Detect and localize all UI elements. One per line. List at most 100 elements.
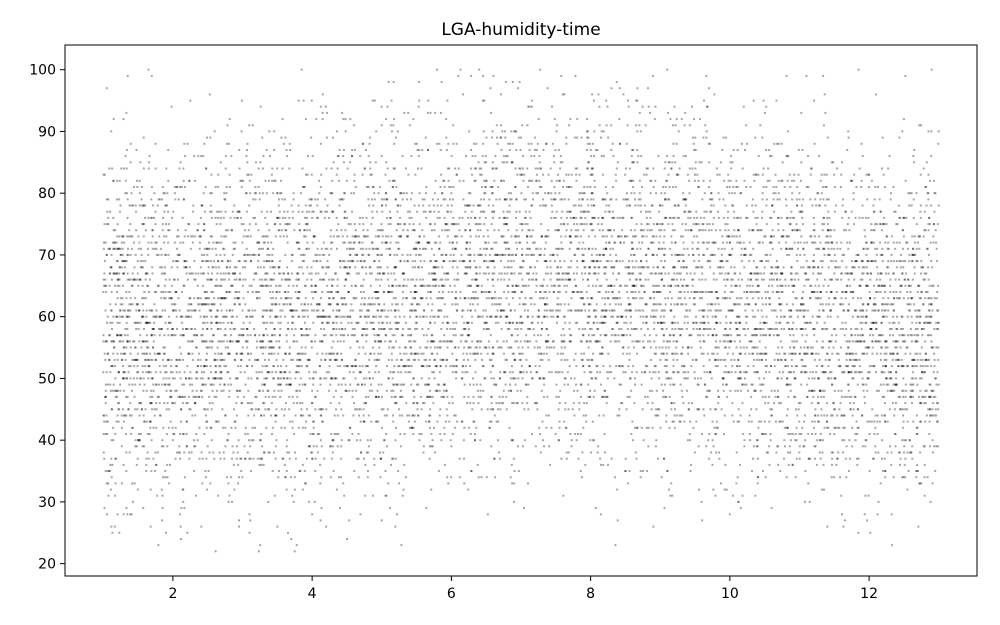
data-point <box>341 328 344 330</box>
data-point <box>186 328 189 330</box>
data-point <box>753 272 756 275</box>
data-point <box>652 371 655 374</box>
data-point <box>641 408 644 411</box>
data-point <box>750 383 753 386</box>
data-point <box>629 334 632 337</box>
data-point <box>868 186 871 188</box>
points-layer <box>102 68 940 553</box>
data-point <box>765 204 768 207</box>
data-point <box>672 352 675 355</box>
data-point <box>338 198 341 201</box>
data-point <box>671 321 674 324</box>
data-point <box>773 210 776 213</box>
data-point <box>611 309 614 312</box>
data-point <box>711 241 714 244</box>
data-point <box>633 377 636 380</box>
data-point <box>500 346 503 349</box>
data-point <box>756 291 759 293</box>
data-point <box>556 124 559 127</box>
data-point <box>210 309 213 312</box>
data-point <box>542 278 545 281</box>
data-point <box>592 321 595 324</box>
data-point <box>210 173 213 176</box>
data-point <box>231 500 233 503</box>
data-point <box>363 167 366 170</box>
data-point <box>272 278 275 281</box>
data-point <box>292 284 295 287</box>
data-point <box>708 358 711 361</box>
data-point <box>122 118 125 121</box>
data-point <box>284 253 287 256</box>
data-point <box>256 297 259 300</box>
data-point <box>555 309 558 312</box>
data-point <box>829 315 832 318</box>
data-point <box>670 402 673 405</box>
data-point <box>696 247 698 250</box>
data-point <box>334 272 337 275</box>
data-point <box>631 260 634 263</box>
data-point <box>283 377 286 380</box>
data-point <box>322 315 325 318</box>
data-point <box>782 266 785 269</box>
data-point <box>191 272 194 275</box>
data-point <box>122 272 125 275</box>
data-point <box>520 266 523 269</box>
data-point <box>553 346 556 349</box>
data-point <box>335 408 338 411</box>
data-point <box>427 241 430 244</box>
data-point <box>649 210 652 213</box>
data-point <box>607 136 610 139</box>
data-point <box>872 457 875 460</box>
data-point <box>567 266 570 269</box>
data-point <box>599 371 602 374</box>
data-point <box>138 204 141 207</box>
data-point <box>671 278 674 281</box>
data-point <box>161 223 164 226</box>
data-point <box>283 303 286 306</box>
data-point <box>699 291 701 293</box>
data-point <box>515 321 518 324</box>
data-point <box>469 253 472 256</box>
data-point <box>454 247 457 250</box>
data-point <box>827 377 830 380</box>
data-point <box>222 340 225 343</box>
data-point <box>195 494 197 497</box>
data-point <box>498 451 501 454</box>
data-point <box>430 445 433 448</box>
data-point <box>427 395 430 398</box>
data-point <box>390 389 393 392</box>
data-point <box>563 260 566 263</box>
data-point <box>439 309 442 312</box>
data-point <box>303 470 306 472</box>
data-point <box>391 457 394 460</box>
data-point <box>167 334 170 337</box>
data-point <box>712 334 715 337</box>
data-point <box>772 278 775 281</box>
data-point <box>381 210 384 213</box>
data-point <box>698 161 701 164</box>
data-point <box>912 377 915 380</box>
data-point <box>399 204 402 207</box>
data-point <box>369 173 372 176</box>
data-point <box>693 371 696 374</box>
data-point <box>203 371 206 374</box>
data-point <box>415 278 418 281</box>
data-point <box>372 315 375 318</box>
data-point <box>391 284 394 287</box>
data-point <box>562 315 565 318</box>
data-point <box>336 358 339 361</box>
data-point <box>205 420 208 423</box>
data-point <box>467 334 470 337</box>
data-point <box>680 291 682 293</box>
data-point <box>529 216 532 219</box>
data-point <box>145 457 148 460</box>
data-point <box>278 383 281 386</box>
data-point <box>535 272 538 275</box>
data-point <box>380 383 383 386</box>
data-point <box>652 315 655 318</box>
data-point <box>125 395 128 398</box>
data-point <box>791 229 794 232</box>
data-point <box>369 352 372 355</box>
data-point <box>639 198 642 201</box>
data-point <box>153 315 156 318</box>
